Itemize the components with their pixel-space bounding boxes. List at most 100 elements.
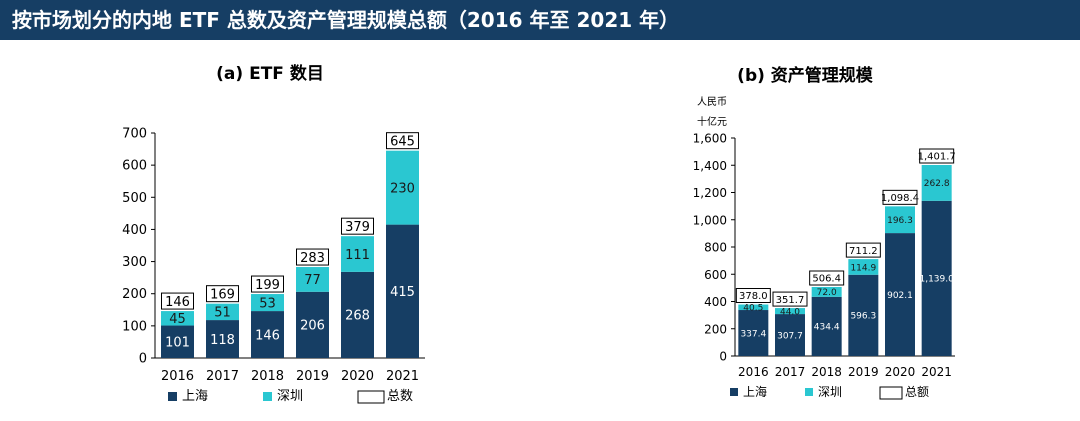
legend-shanghai-swatch (168, 392, 177, 401)
legend-total-label: 总数 (387, 389, 413, 404)
total-label: 1,098.4 (881, 193, 919, 204)
total-label: 378.0 (739, 291, 768, 302)
bar-shenzhen (848, 259, 879, 275)
x-tick-label: 2019 (848, 365, 879, 379)
x-tick-label: 2017 (775, 365, 806, 379)
x-tick-label: 2019 (296, 369, 329, 384)
total-label: 645 (390, 134, 415, 149)
legend-total-swatch (357, 390, 385, 404)
y-axis-unit-label: 十亿元 (697, 115, 727, 128)
y-tick-label: 400 (704, 295, 727, 309)
total-label: 146 (165, 295, 190, 310)
y-tick-label: 600 (704, 268, 727, 282)
bar-shenzhen (921, 165, 952, 201)
bar-shanghai (811, 296, 842, 356)
bar-shenzhen (775, 308, 805, 315)
bar-shanghai (206, 320, 239, 358)
y-tick-label: 100 (122, 319, 147, 334)
bar-shenzhen (811, 287, 842, 297)
bar-shanghai (296, 291, 329, 358)
bar-shanghai (885, 233, 915, 356)
total-box (919, 148, 955, 164)
data-label-shanghai: 146 (255, 328, 280, 343)
total-label: 506.4 (812, 274, 841, 285)
bar-shanghai (251, 311, 284, 358)
y-tick-label: 300 (122, 255, 147, 270)
total-box (845, 242, 881, 258)
total-box (882, 189, 918, 205)
y-tick-label: 400 (122, 223, 147, 238)
bar-shenzhen (885, 206, 915, 234)
page-title: 按市场划分的内地 ETF 总数及资产管理规模总额（2016 年至 2021 年） (0, 0, 1080, 40)
legend-shenzhen-swatch (263, 392, 272, 401)
y-tick-label: 200 (122, 287, 147, 302)
total-box (772, 291, 808, 307)
chart-title: (b) 资产管理规模 (737, 65, 874, 86)
bar-shenzhen (206, 303, 239, 321)
y-axis-unit-label: 人民币 (697, 96, 727, 108)
data-label-shenzhen: 40.5 (743, 304, 763, 314)
chart-title: (a) ETF 数目 (216, 63, 324, 84)
total-label: 169 (210, 287, 235, 302)
x-tick-label: 2016 (738, 365, 769, 379)
y-tick-label: 1,600 (693, 132, 727, 146)
data-label-shanghai: 118 (210, 333, 235, 348)
bar-shanghai (775, 314, 805, 356)
data-label-shenzhen: 72.0 (817, 288, 837, 298)
data-label-shanghai: 268 (345, 309, 370, 324)
total-label: 199 (255, 278, 280, 293)
bar-shenzhen (738, 304, 769, 311)
total-label: 351.7 (776, 295, 805, 306)
total-box (206, 285, 239, 303)
bar-shanghai (848, 274, 879, 356)
data-label-shenzhen: 111 (345, 248, 370, 263)
x-tick-label: 2016 (161, 369, 194, 384)
y-tick-label: 0 (139, 352, 147, 367)
total-label: 379 (345, 220, 370, 235)
legend-shanghai-label: 上海 (743, 384, 767, 399)
data-label-shanghai: 902.1 (887, 291, 913, 301)
data-label-shenzhen: 262.8 (924, 179, 950, 189)
data-label-shenzhen: 114.9 (850, 263, 876, 273)
x-tick-label: 2018 (251, 369, 284, 384)
bar-shenzhen (386, 150, 419, 225)
x-tick-label: 2021 (921, 365, 952, 379)
total-box (251, 275, 284, 293)
y-tick-label: 800 (704, 241, 727, 255)
bar-shenzhen (296, 267, 329, 292)
data-label-shanghai: 337.4 (740, 329, 766, 339)
bar-shanghai (921, 200, 952, 356)
data-label-shenzhen: 45 (169, 312, 186, 327)
x-tick-label: 2021 (386, 369, 419, 384)
x-tick-label: 2020 (341, 369, 374, 384)
legend-shenzhen-swatch (805, 388, 813, 396)
total-label: 283 (300, 251, 325, 266)
legend-shenzhen-label: 深圳 (277, 389, 303, 404)
legend-shanghai-swatch (730, 388, 738, 396)
total-box (161, 292, 194, 310)
bar-shenzhen (251, 294, 284, 312)
y-tick-label: 500 (122, 191, 147, 206)
data-label-shanghai: 101 (165, 336, 190, 351)
total-box (735, 288, 771, 304)
data-label-shanghai: 596.3 (850, 312, 876, 322)
legend-shenzhen-label: 深圳 (818, 385, 842, 399)
data-label-shenzhen: 230 (390, 181, 415, 196)
y-tick-label: 1,200 (693, 186, 727, 200)
y-tick-label: 600 (122, 159, 147, 174)
y-tick-label: 1,000 (693, 213, 727, 227)
x-tick-label: 2018 (811, 365, 842, 379)
legend-total-label: 总额 (905, 385, 929, 399)
data-label-shanghai: 307.7 (777, 331, 803, 341)
total-box (386, 132, 419, 150)
data-label-shenzhen: 77 (304, 273, 321, 288)
total-box (296, 248, 329, 266)
data-label-shenzhen: 196.3 (887, 216, 913, 226)
data-label-shanghai: 1,139.0 (919, 275, 954, 285)
bar-shenzhen (341, 236, 374, 272)
total-box (809, 270, 845, 286)
total-label: 711.2 (849, 246, 878, 257)
x-tick-label: 2020 (885, 365, 916, 379)
bar-shanghai (161, 325, 194, 358)
chart-etf-count: (a) ETF 数目 0 100 200 300 400 500 600 700 101 45 146… (122, 63, 425, 404)
